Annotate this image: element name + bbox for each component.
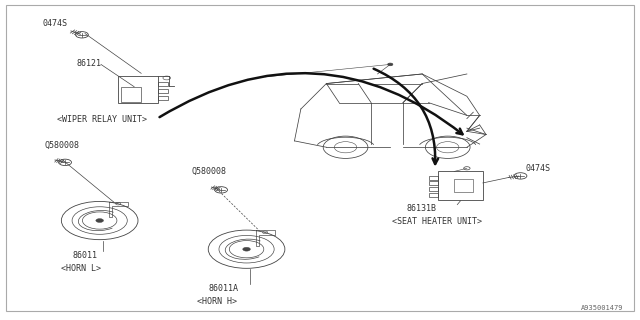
Text: Q580008: Q580008 xyxy=(191,167,226,176)
Text: <WIPER RELAY UNIT>: <WIPER RELAY UNIT> xyxy=(57,116,147,124)
Bar xyxy=(118,76,158,103)
Text: <HORN H>: <HORN H> xyxy=(196,297,237,306)
Text: <SEAT HEATER UNIT>: <SEAT HEATER UNIT> xyxy=(392,217,481,226)
Circle shape xyxy=(388,63,393,66)
Text: 0474S: 0474S xyxy=(43,19,68,28)
Bar xyxy=(454,179,473,192)
Circle shape xyxy=(96,219,104,222)
Bar xyxy=(429,187,438,191)
Text: <HORN L>: <HORN L> xyxy=(61,264,101,273)
Text: 0474S: 0474S xyxy=(525,164,550,173)
Bar xyxy=(429,193,438,197)
Text: Q580008: Q580008 xyxy=(44,141,79,150)
Bar xyxy=(158,96,168,100)
Text: 86121: 86121 xyxy=(76,59,101,68)
Bar xyxy=(122,87,141,102)
Bar xyxy=(429,176,438,180)
Bar xyxy=(429,181,438,186)
Circle shape xyxy=(243,247,250,251)
Text: 86131B: 86131B xyxy=(406,204,436,213)
Bar xyxy=(438,172,483,199)
Text: A935001479: A935001479 xyxy=(581,305,623,311)
Text: 86011: 86011 xyxy=(73,251,98,260)
Bar xyxy=(158,82,168,86)
Text: 86011A: 86011A xyxy=(208,284,238,293)
Bar xyxy=(158,89,168,93)
